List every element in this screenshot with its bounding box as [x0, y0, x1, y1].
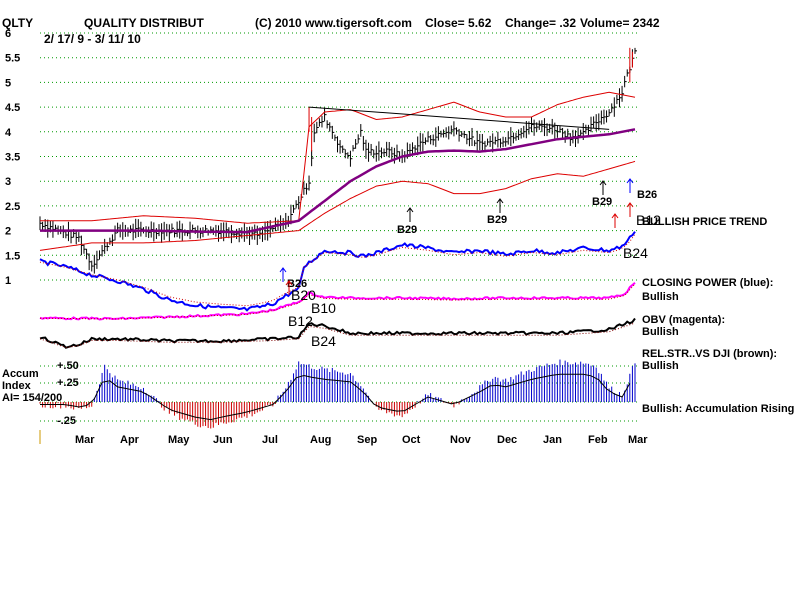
month-label: Jul — [262, 434, 278, 446]
month-label: Feb — [588, 434, 608, 446]
month-label: Nov — [450, 434, 472, 446]
month-label: Dec — [497, 434, 517, 446]
accum-tick-plus25: +.25 — [57, 377, 79, 389]
accum-tick-plus50: +.50 — [57, 360, 79, 372]
accum-title-2: Index — [2, 380, 32, 392]
signal-arrowhead — [611, 213, 619, 219]
relstr-ma-line — [39, 322, 636, 349]
y-tick-label: 2 — [5, 226, 11, 238]
change-readout: Change= .32 — [505, 16, 576, 30]
month-label: May — [168, 434, 190, 446]
price-axis-ticks: 1 1.5 2 2.5 3 3.5 4 4.5 5 5.5 6 — [5, 28, 20, 287]
signal-label: B10 — [311, 300, 336, 316]
relstr-line — [39, 317, 636, 349]
legend-closing-power: CLOSING POWER (blue): — [642, 277, 773, 289]
month-label: Sep — [357, 434, 377, 446]
legend-relstr: REL.STR..VS DJI (brown): — [642, 348, 777, 360]
closing-power-line — [39, 231, 636, 312]
month-label: Mar — [75, 434, 95, 446]
signal-label: B24 — [311, 333, 336, 349]
y-tick-label: 3 — [5, 176, 11, 188]
upper-band-line — [40, 91, 636, 224]
company-name: QUALITY DISTRIBUT — [84, 16, 204, 30]
obv-ma-line — [39, 283, 636, 320]
signal-label: B26 — [637, 189, 657, 201]
y-tick-label: 2.5 — [5, 201, 20, 213]
month-label: Apr — [120, 434, 140, 446]
month-label: Jun — [213, 434, 233, 446]
y-tick-label: 1 — [5, 275, 11, 287]
signal-label: B24 — [623, 245, 648, 261]
legend-relstr-value: Bullish — [642, 360, 679, 372]
lower-band-line — [39, 160, 636, 251]
y-tick-label: 4.5 — [5, 102, 20, 114]
month-axis: Mar Apr May Jun Jul Aug Sep Oct Nov Dec Jan Feb Mar — [75, 434, 648, 446]
signal-label: B12 — [636, 212, 661, 228]
date-range: 2/ 17/ 9 - 3/ 11/ 10 — [44, 32, 141, 46]
signal-arrowhead — [279, 267, 287, 273]
accum-ma-line — [40, 373, 631, 421]
signal-label: B29 — [487, 214, 507, 226]
legend-accum-status: Bullish: Accumulation Rising — [642, 403, 794, 415]
month-label: Mar — [628, 434, 648, 446]
signal-arrowhead — [285, 280, 293, 286]
y-tick-label: 1.5 — [5, 250, 20, 262]
month-label: Oct — [402, 434, 421, 446]
signal-label: B26 — [287, 278, 307, 290]
price-bars — [39, 47, 637, 274]
legend-obv-value: Bullish — [642, 326, 679, 338]
trend-line — [309, 106, 610, 130]
signal-label: B29 — [592, 196, 612, 208]
close-readout: Close= 5.62 — [425, 16, 492, 30]
y-tick-label: 3.5 — [5, 152, 20, 164]
closing-power-ma-line — [39, 233, 636, 307]
signal-arrowhead — [626, 202, 634, 208]
signal-label: B20 — [291, 287, 316, 303]
copyright-text: (C) 2010 www.tigersoft.com — [255, 16, 412, 30]
signal-arrowhead — [599, 180, 607, 186]
moving-average-line — [40, 128, 636, 234]
obv-line — [39, 282, 636, 321]
legend-closing-power-value: Bullish — [642, 291, 679, 303]
accum-bars — [39, 359, 636, 429]
volume-readout: Volume= 2342 — [580, 16, 660, 30]
accum-ai-value: AI= 154/200 — [2, 392, 62, 404]
month-label: Aug — [310, 434, 331, 446]
signal-arrowhead — [406, 207, 414, 213]
signal-label: B12 — [288, 313, 313, 329]
price-gridlines — [40, 32, 640, 422]
accum-tick-minus25: -.25 — [57, 415, 76, 427]
y-tick-label: 5 — [5, 77, 11, 89]
legend-obv: OBV (magenta): — [642, 314, 725, 326]
signal-arrowhead — [626, 178, 634, 184]
y-tick-label: 4 — [5, 127, 12, 139]
signal-label: B29 — [397, 224, 417, 236]
month-label: Jan — [543, 434, 562, 446]
y-tick-label: 6 — [5, 28, 11, 40]
signal-arrowhead — [496, 198, 504, 204]
symbol-label: QLTY — [2, 16, 33, 30]
accum-title-1: Accum — [2, 368, 39, 380]
y-tick-label: 5.5 — [5, 53, 20, 65]
legend-bullish-trend: BULLISH PRICE TREND — [642, 216, 767, 228]
